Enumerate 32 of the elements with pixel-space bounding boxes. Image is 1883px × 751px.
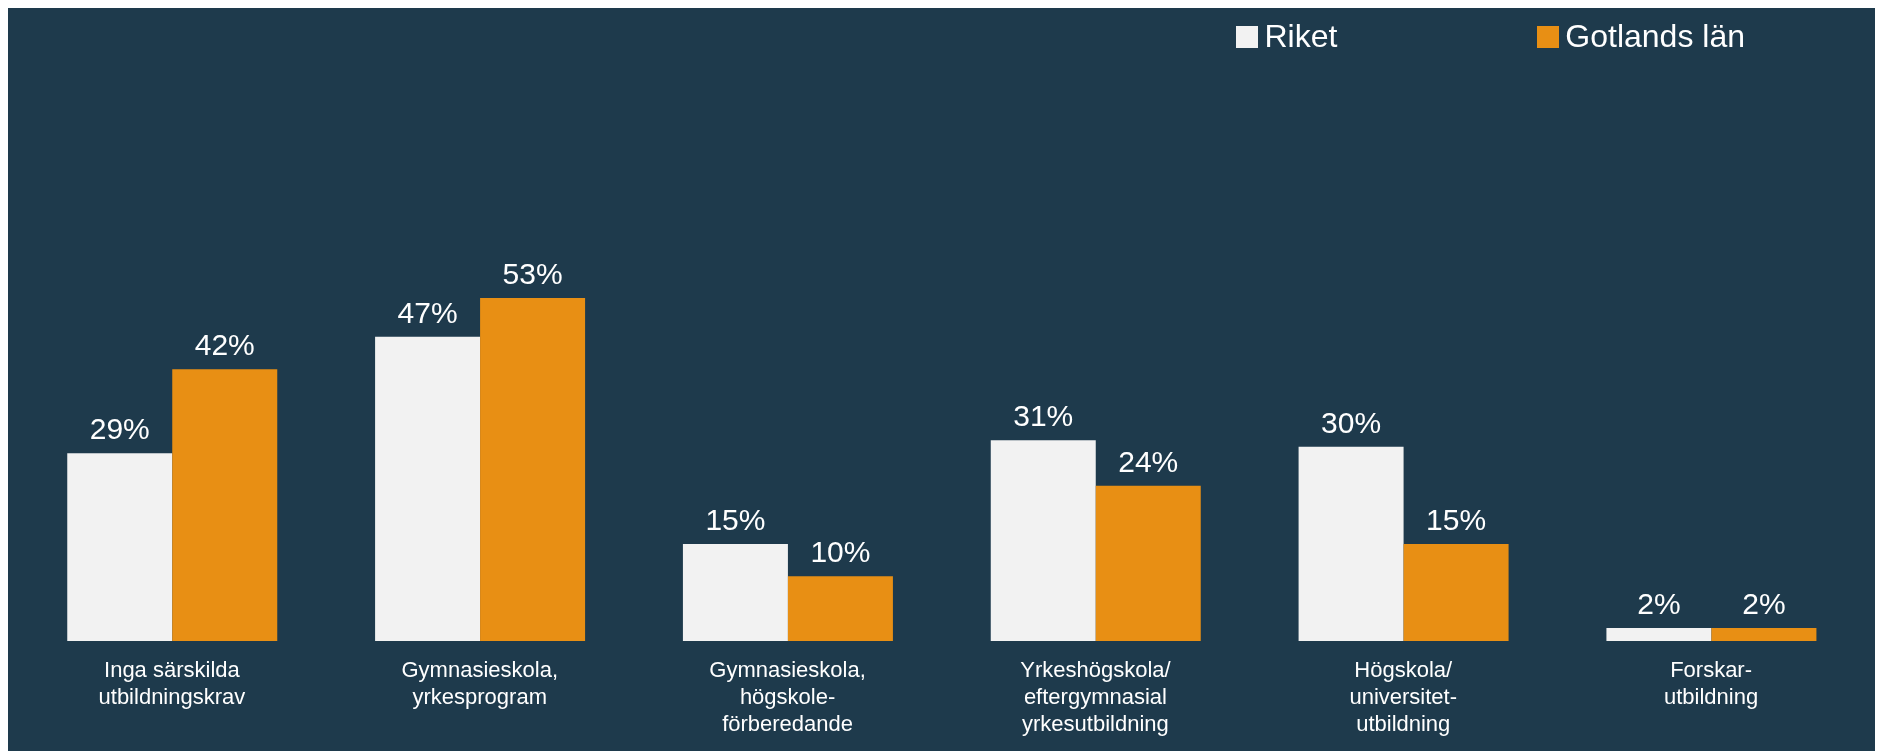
- legend-label: Gotlands län: [1564, 18, 1745, 55]
- data-label: 53%: [502, 256, 563, 290]
- legend-label: Riket: [1263, 18, 1338, 55]
- x-tick-label: Gymnasieskola, yrkesprogram: [401, 657, 559, 709]
- x-tick-label: Högskola/ universitet- utbildning: [1349, 657, 1458, 736]
- data-label: 30%: [1321, 405, 1382, 439]
- bar: [67, 453, 173, 641]
- bar: [1606, 628, 1712, 641]
- data-label: 31%: [1013, 399, 1074, 433]
- bar: [1095, 485, 1201, 641]
- data-label: 2%: [1637, 587, 1681, 621]
- bar: [375, 336, 481, 641]
- bar: [1403, 543, 1509, 641]
- bar: [682, 543, 788, 641]
- bar: [1298, 446, 1404, 641]
- x-tick-label: Inga särskilda utbildningskrav: [98, 657, 246, 709]
- bar: [787, 576, 893, 641]
- data-label: 2%: [1742, 587, 1786, 621]
- data-label: 29%: [89, 412, 150, 446]
- bar: [990, 440, 1096, 641]
- data-label: 47%: [397, 295, 458, 329]
- bar: [1711, 628, 1817, 641]
- data-label: 10%: [810, 535, 871, 569]
- x-tick-label: Yrkeshögskola/ eftergymnasial yrkesutbildning: [1020, 657, 1172, 736]
- bar: [480, 297, 586, 641]
- data-label: 15%: [1426, 502, 1487, 536]
- x-tick-label: Forskar- utbildning: [1663, 657, 1759, 709]
- data-label: 42%: [194, 328, 255, 362]
- bar: [172, 369, 278, 641]
- data-label: 24%: [1118, 444, 1179, 478]
- x-tick-label: Gymnasieskola, högskole- förberedande: [709, 657, 866, 736]
- data-label: 15%: [705, 502, 766, 536]
